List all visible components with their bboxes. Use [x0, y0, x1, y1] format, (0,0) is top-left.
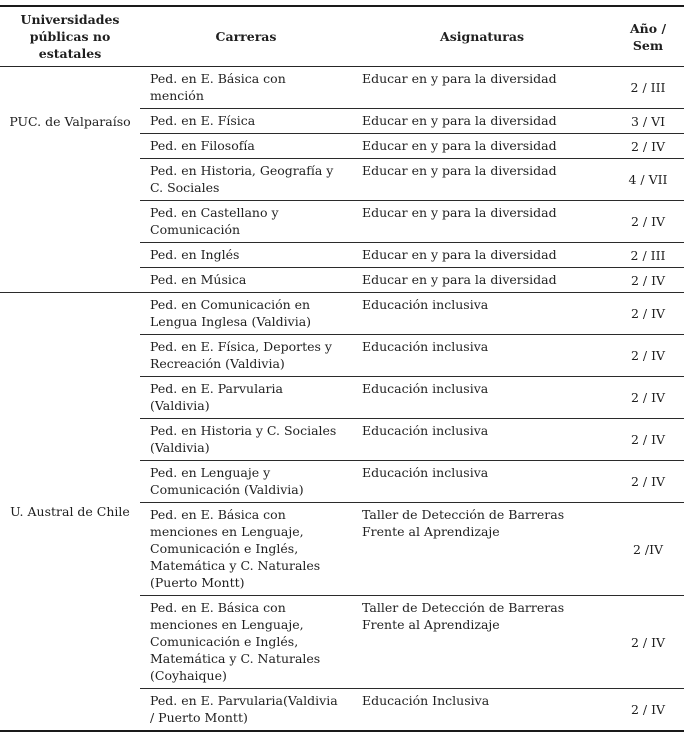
asignatura-cell: Educar en y para la diversidad [352, 158, 612, 201]
carrera-cell: Ped. en E. Básica con menciones en Lengu… [140, 502, 352, 596]
asignatura-cell: Educar en y para la diversidad [352, 133, 612, 159]
table-row: Ped. en Filosofía Educar en y para la di… [0, 133, 684, 159]
carrera-cell: Ped. en Historia y C. Sociales (Valdivia… [140, 418, 352, 461]
carrera-cell: Ped. en Lenguaje y Comunicación (Valdivi… [140, 460, 352, 503]
table-row: PUC. de Valparaíso Ped. en E. Básica con… [0, 67, 684, 129]
university-cell: PUC. de Valparaíso [9, 114, 131, 129]
table-row: Ped. en E. Física, Deportes y Recreación… [0, 334, 684, 377]
asignatura-cell: Educación Inclusiva [352, 688, 612, 731]
ano-sem-cell: 2 / IV [612, 334, 684, 377]
table-row: Ped. en Historia, Geografía y C. Sociale… [0, 158, 684, 201]
table-row: Ped. en Inglés Educar en y para la diver… [0, 242, 684, 268]
table-header: Universidades públicas no estatales Carr… [0, 6, 684, 67]
carrera-cell: Ped. en E. Parvularia(Valdivia / Puerto … [140, 688, 352, 731]
asignatura-cell: Educar en y para la diversidad [352, 108, 612, 134]
table-row: U. Austral de Chile Ped. en Comunicación… [0, 293, 684, 519]
ano-sem-cell: 2 / IV [612, 460, 684, 503]
ano-sem-cell: 2 / IV [612, 376, 684, 419]
table-row: Ped. en E. Básica con menciones en Lengu… [0, 502, 684, 596]
ano-sem-cell: 2 / IV [612, 595, 684, 689]
asignatura-cell: Educar en y para la diversidad [352, 267, 612, 293]
ano-sem-cell: 2 / IV [612, 418, 684, 461]
col-header-asignaturas: Asignaturas [352, 6, 612, 67]
carrera-cell: Ped. en Comunicación en Lengua Inglesa (… [150, 297, 312, 329]
carrera-cell: Ped. en Historia, Geografía y C. Sociale… [140, 158, 352, 201]
ano-sem-cell: 4 / VII [612, 158, 684, 201]
table-row: Ped. en E. Física Educar en y para la di… [0, 108, 684, 134]
asignatura-cell: Educar en y para la diversidad [352, 242, 612, 268]
ano-sem-cell: 2 / III [630, 80, 666, 95]
col-header-ano-sem: Año / Sem [612, 6, 684, 67]
col-header-universities: Universidades públicas no estatales [0, 6, 140, 67]
carrera-cell: Ped. en E. Física [140, 108, 352, 134]
carrera-cell: Ped. en Inglés [140, 242, 352, 268]
asignatura-cell: Educación inclusiva [352, 460, 612, 503]
universities-programs-table: Universidades públicas no estatales Carr… [0, 5, 684, 732]
ano-sem-cell: 2 / III [612, 242, 684, 268]
ano-sem-cell: 2 /IV [612, 502, 684, 596]
table-row: Ped. en Música Educar en y para la diver… [0, 267, 684, 293]
ano-sem-cell: 2 / IV [612, 267, 684, 293]
carrera-cell: Ped. en E. Básica con menciones en Lengu… [140, 595, 352, 689]
university-cell: U. Austral de Chile [10, 504, 130, 519]
group-u-austral: U. Austral de Chile Ped. en Comunicación… [0, 292, 684, 731]
table-row: Ped. en E. Parvularia (Valdivia) Educaci… [0, 376, 684, 419]
ano-sem-cell: 2 / IV [612, 133, 684, 159]
header-row: Universidades públicas no estatales Carr… [0, 6, 684, 67]
table-row: Ped. en Castellano y Comunicación Educar… [0, 200, 684, 243]
carrera-cell: Ped. en Castellano y Comunicación [140, 200, 352, 243]
col-header-carreras: Carreras [140, 6, 352, 67]
table-row: Ped. en Lenguaje y Comunicación (Valdivi… [0, 460, 684, 503]
ano-sem-cell: 2 / IV [612, 688, 684, 731]
ano-sem-cell: 2 / IV [630, 306, 666, 321]
carrera-cell: Ped. en Filosofía [140, 133, 352, 159]
asignatura-cell: Educación inclusiva [362, 297, 489, 312]
carrera-cell: Ped. en E. Física, Deportes y Recreación… [140, 334, 352, 377]
carrera-cell: Ped. en Música [140, 267, 352, 293]
asignatura-cell: Educación inclusiva [352, 418, 612, 461]
ano-sem-cell: 3 / VI [612, 108, 684, 134]
asignatura-cell: Educar en y para la diversidad [362, 71, 557, 86]
table-row: Ped. en Historia y C. Sociales (Valdivia… [0, 418, 684, 461]
carrera-cell: Ped. en E. Parvularia (Valdivia) [140, 376, 352, 419]
asignatura-cell: Educar en y para la diversidad [352, 200, 612, 243]
group-puc-valparaiso: PUC. de Valparaíso Ped. en E. Básica con… [0, 66, 684, 293]
asignatura-cell: Educación inclusiva [352, 334, 612, 377]
asignatura-cell: Taller de Detección de Barreras Frente a… [352, 595, 612, 689]
carrera-cell: Ped. en E. Básica con mención [150, 71, 286, 103]
ano-sem-cell: 2 / IV [612, 200, 684, 243]
asignatura-cell: Educación inclusiva [352, 376, 612, 419]
asignatura-cell: Taller de Detección de Barreras Frente a… [352, 502, 612, 596]
